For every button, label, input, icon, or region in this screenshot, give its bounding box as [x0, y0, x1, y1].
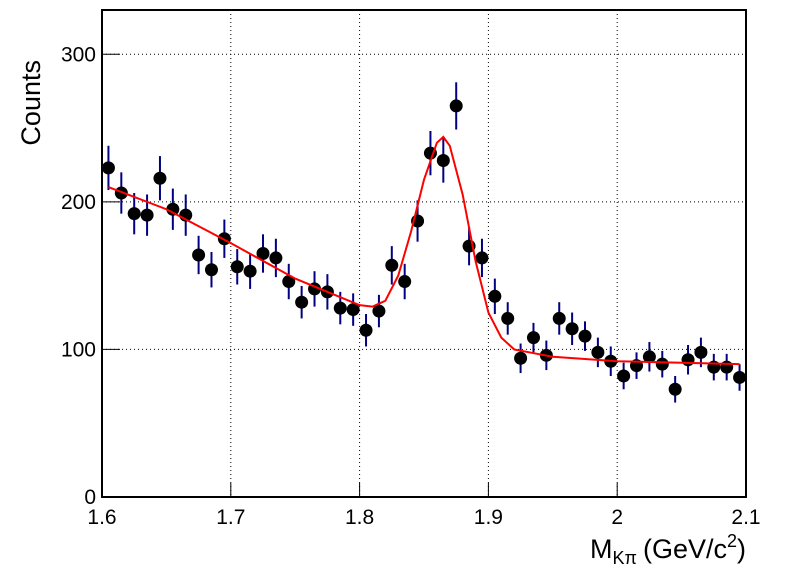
- data-point: [398, 275, 412, 289]
- x-title-sup: 2: [727, 531, 737, 551]
- data-point: [526, 331, 540, 345]
- x-tick-label: 2: [611, 506, 623, 529]
- data-point: [256, 247, 270, 260]
- data-point: [127, 207, 141, 221]
- data-point: [269, 251, 283, 265]
- x-title-sub: Kπ: [613, 548, 637, 568]
- data-point: [101, 161, 115, 175]
- y-tick-label: 200: [61, 191, 96, 214]
- x-title-unit: (GeV/c: [643, 534, 727, 564]
- x-tick-label: 1.9: [474, 506, 503, 529]
- x-tick-label: 2.1: [731, 506, 760, 529]
- data-point: [694, 345, 708, 359]
- data-point: [552, 311, 566, 325]
- data-point: [166, 202, 180, 216]
- data-point: [668, 382, 682, 396]
- x-tick-label: 1.7: [216, 506, 245, 529]
- data-point: [282, 275, 296, 289]
- x-title-close: ): [737, 534, 746, 564]
- data-point: [655, 357, 669, 371]
- plot-frame: [101, 9, 747, 498]
- data-point: [642, 350, 656, 364]
- data-point: [295, 295, 309, 309]
- data-point: [475, 251, 489, 265]
- y-axis-title: Counts: [16, 60, 46, 146]
- data-point: [565, 322, 579, 336]
- data-point: [230, 260, 244, 274]
- data-point: [192, 248, 206, 262]
- y-tick-label: 100: [61, 338, 96, 361]
- data-point: [617, 369, 631, 383]
- x-axis-title: MKπ (GeV/c2): [590, 531, 746, 568]
- data-point: [385, 258, 399, 272]
- x-tick-label: 1.8: [345, 506, 374, 529]
- x-title-main: M: [590, 534, 613, 564]
- data-point: [153, 171, 167, 185]
- data-point: [333, 301, 347, 315]
- data-point: [243, 264, 257, 278]
- data-point: [733, 370, 747, 384]
- data-point: [501, 311, 515, 325]
- y-tick-label: 300: [61, 43, 96, 66]
- data-point: [359, 323, 373, 337]
- data-point: [720, 360, 734, 374]
- data-point: [436, 154, 450, 168]
- data-point: [488, 289, 502, 303]
- fit-line: [108, 135, 740, 366]
- data-point: [578, 329, 592, 343]
- x-tick-label: 1.6: [87, 506, 116, 529]
- data-point: [514, 351, 528, 365]
- data-point: [681, 353, 695, 367]
- data-point: [591, 345, 605, 359]
- data-point: [346, 303, 360, 317]
- data-point: [372, 304, 386, 318]
- data-point: [449, 99, 463, 113]
- data-point: [204, 263, 218, 277]
- data-point: [140, 208, 154, 222]
- y-tick-label: 0: [84, 486, 96, 509]
